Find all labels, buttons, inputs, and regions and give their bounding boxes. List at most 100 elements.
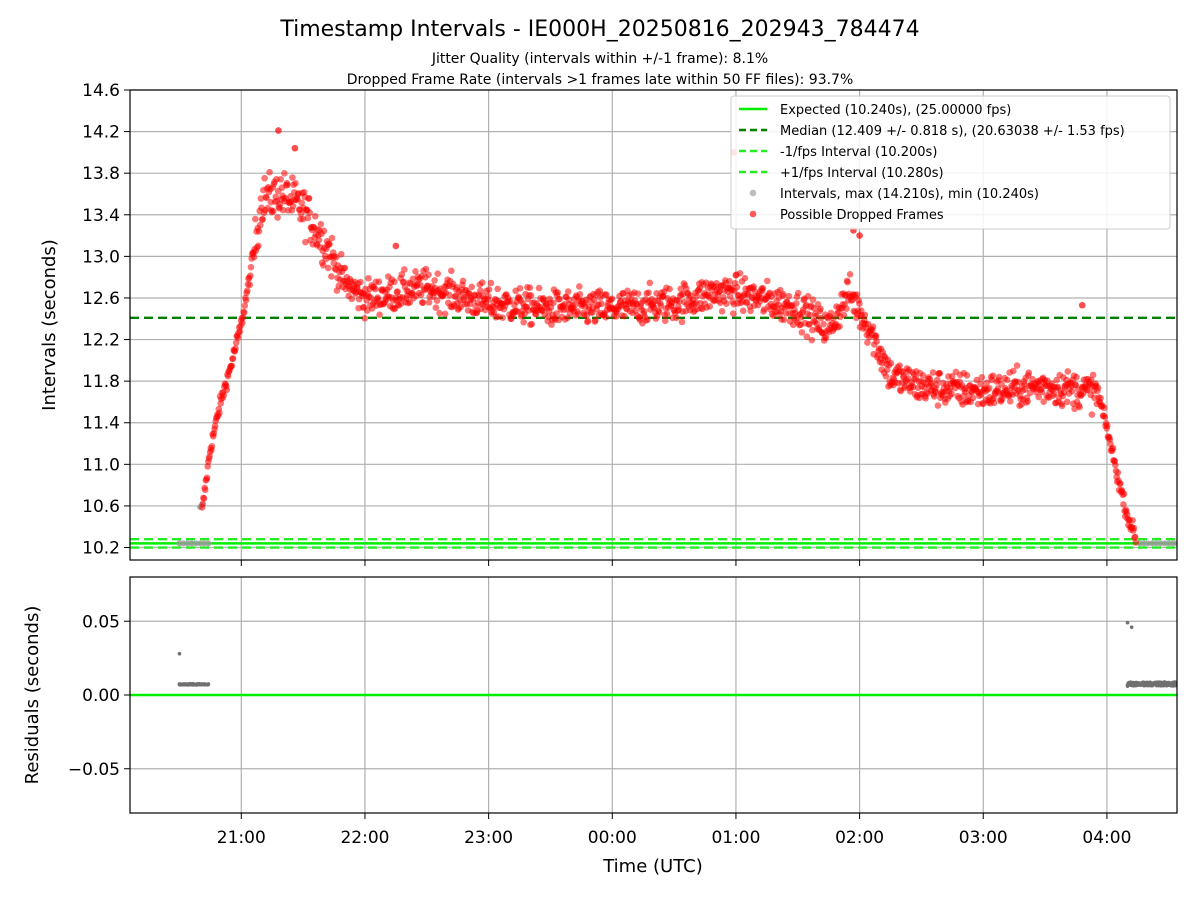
dropped-frame-point [985, 384, 993, 392]
dropped-frame-point [763, 277, 771, 285]
dropped-frame-point [306, 209, 314, 216]
dropped-frame-point [240, 309, 248, 316]
dropped-frame-point [809, 296, 817, 303]
intervals-points [176, 127, 1177, 547]
dropped-frame-point [1104, 422, 1111, 430]
dropped-frame-point [291, 144, 299, 152]
dropped-frame-point [1112, 461, 1119, 469]
legend-label: +1/fps Interval (10.280s) [780, 166, 944, 181]
dropped-frame-point [441, 310, 449, 318]
interval-point [184, 540, 191, 547]
dropped-frame-point [646, 279, 654, 287]
dropped-frame-point [990, 399, 998, 407]
dropped-frame-point [432, 304, 440, 312]
x-tick-label: 02:00 [835, 828, 884, 848]
dropped-frame-point [608, 295, 616, 303]
dropped-frame-point [644, 316, 651, 324]
dropped-frame-point [485, 286, 493, 293]
dropped-frame-point [869, 323, 877, 330]
dropped-frame-point [317, 220, 325, 228]
x-tick-label: 04:00 [1082, 828, 1131, 848]
legend-label: Median (12.409 +/- 0.818 s), (20.63038 +… [780, 124, 1125, 139]
dropped-frame-point [657, 302, 665, 309]
dropped-frame-point [320, 262, 327, 269]
dropped-frame-point [392, 242, 400, 250]
dropped-frame-point [239, 319, 246, 327]
dropped-frame-point [846, 271, 854, 278]
dropped-frame-point [223, 386, 231, 394]
y-tick-label: 12.2 [82, 331, 120, 351]
dropped-frame-point [246, 281, 254, 289]
dropped-frame-point [275, 127, 282, 134]
dropped-frame-point [936, 370, 944, 377]
dropped-frame-point [535, 284, 543, 292]
dropped-frame-point [292, 179, 299, 187]
dropped-frame-point [666, 285, 673, 293]
dropped-frame-point [706, 303, 714, 310]
dropped-frame-point [1010, 367, 1017, 375]
residuals-plot: −0.05 0.00 0.05 21:00 22:00 23:00 00:00 01:00 0… [22, 576, 1178, 877]
dropped-frame-point [780, 291, 787, 298]
dropped-frame-point [640, 308, 648, 315]
interval-point [1149, 540, 1156, 547]
dropped-frame-point [1078, 301, 1086, 309]
dropped-frame-point [1038, 388, 1046, 396]
legend-box [730, 95, 1171, 230]
dropped-frame-point [794, 289, 802, 297]
legend-label: Intervals, max (14.210s), min (10.240s) [780, 187, 1039, 202]
residual-point [1129, 625, 1134, 629]
dropped-frame-point [554, 289, 561, 296]
dropped-frame-point [247, 272, 254, 279]
dropped-frame-point [1120, 501, 1127, 508]
y-tick-label: 12.6 [82, 289, 120, 309]
dropped-frame-point [995, 373, 1003, 381]
dropped-frame-point [391, 278, 398, 286]
dropped-frame-point [1068, 388, 1076, 395]
dropped-frame-point [590, 296, 598, 304]
dropped-frame-point [1064, 368, 1072, 375]
interval-point [1169, 540, 1176, 547]
dropped-frame-point [969, 394, 977, 402]
dropped-frame-point [241, 302, 249, 309]
y-tick-label: 14.6 [82, 81, 120, 101]
dropped-frame-point [655, 308, 663, 316]
dropped-frame-point [259, 216, 267, 223]
dropped-frame-point [1040, 398, 1047, 405]
dropped-frame-point [1117, 480, 1124, 487]
interval-point [1174, 540, 1177, 547]
dropped-frame-point [452, 292, 459, 300]
dropped-frame-point [376, 311, 383, 319]
dropped-frame-point [1060, 389, 1068, 396]
y-tick-label: 10.6 [82, 497, 120, 517]
dropped-frame-point [887, 359, 895, 367]
dropped-frame-point [361, 315, 369, 322]
dropped-frame-point [337, 250, 345, 258]
dropped-frame-point [419, 299, 427, 307]
interval-point [197, 540, 204, 547]
y-tick-label: 13.0 [82, 247, 120, 267]
dropped-frame-point [302, 238, 309, 246]
dropped-frame-point [1089, 371, 1097, 379]
dropped-frame-point [673, 314, 680, 322]
dropped-frame-point [220, 392, 228, 399]
dropped-frame-point [718, 308, 726, 315]
dropped-frame-point [478, 279, 486, 286]
dropped-frame-point [896, 362, 903, 369]
dropped-frame-point [1120, 490, 1128, 498]
dropped-frame-point [425, 299, 433, 306]
dropped-frame-point [840, 311, 848, 319]
dropped-frame-point [948, 373, 956, 380]
chart-subtitle-dropped: Dropped Frame Rate (intervals >1 frames … [347, 72, 854, 88]
dropped-frame-point [333, 253, 340, 261]
dropped-frame-point [882, 372, 890, 380]
dropped-frame-point [299, 215, 307, 223]
dropped-frame-point [978, 374, 986, 381]
dropped-frame-point [963, 372, 971, 379]
dropped-frame-point [520, 318, 527, 326]
dropped-frame-point [809, 326, 816, 334]
x-tick-label: 01:00 [711, 828, 760, 848]
dropped-frame-point [204, 463, 212, 470]
dropped-frame-point [468, 283, 476, 291]
y-tick-label: 11.0 [82, 455, 120, 475]
y-tick-label: 13.8 [82, 164, 120, 184]
